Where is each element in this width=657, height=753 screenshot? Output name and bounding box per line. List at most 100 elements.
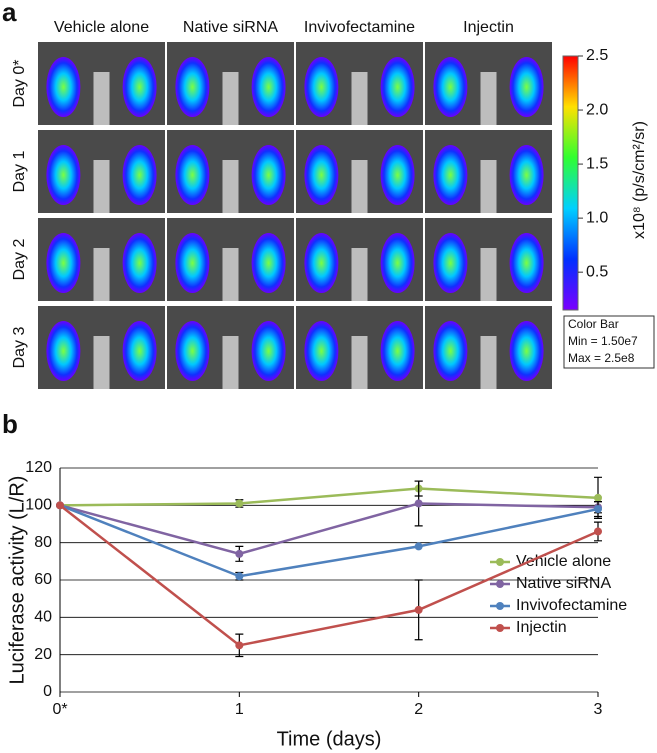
colorbar-tick-label: 0.5 xyxy=(586,263,608,280)
tail xyxy=(351,72,368,125)
tail xyxy=(93,72,110,125)
colorbar-tick-label: 2.0 xyxy=(586,101,608,118)
tail xyxy=(480,160,497,213)
colorbar-info: Max = 2.5e8 xyxy=(568,351,635,365)
signal xyxy=(509,57,544,117)
tail xyxy=(351,248,368,301)
colorbar-tick-label: 2.5 xyxy=(586,47,608,64)
legend-marker xyxy=(496,558,504,566)
column-label: Invivofectamine xyxy=(304,19,415,36)
column-label: Native siRNA xyxy=(183,19,278,36)
x-tick-label: 1 xyxy=(235,701,244,718)
row-label: Day 0* xyxy=(11,59,28,107)
point xyxy=(594,527,602,536)
line xyxy=(59,504,599,647)
point xyxy=(594,505,602,514)
y-tick-label: 120 xyxy=(25,459,52,476)
y-tick-label: 80 xyxy=(34,534,52,551)
tail xyxy=(222,248,239,301)
tail xyxy=(222,160,239,213)
colorbar-box xyxy=(563,315,655,369)
tail xyxy=(480,336,497,389)
y-tick-label: 60 xyxy=(34,571,52,588)
point xyxy=(414,499,423,508)
colorbar-tick-label: 1.0 xyxy=(586,209,608,226)
legend-marker xyxy=(496,580,504,588)
signal xyxy=(46,57,81,117)
signal xyxy=(122,233,157,293)
signal xyxy=(251,57,286,117)
tail xyxy=(93,160,110,213)
colorbar-info: Color Bar xyxy=(568,317,619,331)
tail xyxy=(480,72,497,125)
point xyxy=(414,542,423,551)
tail xyxy=(222,336,239,389)
signal xyxy=(380,321,415,381)
signal xyxy=(380,233,415,293)
y-tick-label: 0 xyxy=(43,683,52,700)
signal xyxy=(509,233,544,293)
signal xyxy=(122,57,157,117)
tail xyxy=(222,72,239,125)
x-tick-label: 3 xyxy=(594,701,603,718)
point xyxy=(235,549,244,558)
legend-marker xyxy=(496,624,504,632)
point xyxy=(235,499,244,508)
row-label: Day 3 xyxy=(11,327,28,369)
legend-marker xyxy=(496,602,504,610)
signal xyxy=(122,321,157,381)
line xyxy=(59,502,599,556)
tail xyxy=(351,160,368,213)
signal xyxy=(433,57,468,117)
panel-label: a xyxy=(2,0,17,27)
signal xyxy=(509,321,544,381)
column-label: Injectin xyxy=(463,19,514,36)
signal xyxy=(509,145,544,205)
row-label: Day 1 xyxy=(11,151,28,193)
colorbar-tick-label: 1.5 xyxy=(586,155,608,172)
tail xyxy=(93,336,110,389)
signal xyxy=(175,57,210,117)
x-axis-label: Time (days) xyxy=(277,728,382,750)
signal xyxy=(304,321,339,381)
y-tick-label: 100 xyxy=(25,497,52,514)
y-tick-label: 20 xyxy=(34,646,52,663)
signal xyxy=(175,321,210,381)
legend-label: Native siRNA xyxy=(516,575,611,592)
line xyxy=(59,487,599,507)
panel-label: b xyxy=(2,409,18,439)
point xyxy=(235,641,244,650)
x-tick-label: 2 xyxy=(414,701,423,718)
tail xyxy=(93,248,110,301)
signal xyxy=(251,233,286,293)
colorbar xyxy=(562,55,579,311)
x-tick-label: 0* xyxy=(52,701,67,718)
legend-label: Invivofectamine xyxy=(516,597,627,614)
signal xyxy=(433,145,468,205)
signal xyxy=(122,145,157,205)
signal xyxy=(433,321,468,381)
tail xyxy=(351,336,368,389)
legend-label: Injectin xyxy=(516,619,567,636)
y-tick-label: 40 xyxy=(34,609,52,626)
signal xyxy=(251,145,286,205)
signal xyxy=(304,233,339,293)
column-label: Vehicle alone xyxy=(54,19,149,36)
signal xyxy=(175,233,210,293)
signal xyxy=(380,145,415,205)
signal xyxy=(304,57,339,117)
line xyxy=(59,504,599,578)
y-axis-label: Luciferase activity (L/R) xyxy=(6,476,28,685)
signal xyxy=(46,145,81,205)
signal xyxy=(304,145,339,205)
point xyxy=(414,605,423,614)
point xyxy=(594,493,602,502)
point xyxy=(235,572,244,581)
colorbar-info: Min = 1.50e7 xyxy=(568,334,638,348)
tail xyxy=(480,248,497,301)
colorbar-label: x10⁸ (p/s/cm²/sr) xyxy=(631,121,648,239)
row-label: Day 2 xyxy=(11,239,28,281)
signal xyxy=(380,57,415,117)
point xyxy=(56,501,64,510)
